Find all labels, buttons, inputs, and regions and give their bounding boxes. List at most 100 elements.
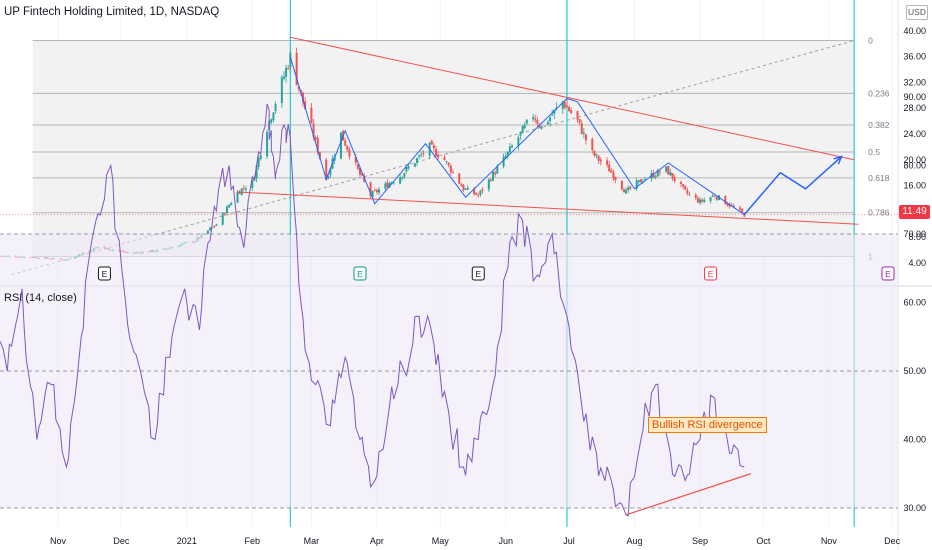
last-price-tag: 11.49 — [899, 205, 930, 219]
earnings-marker-box[interactable] — [881, 266, 895, 281]
candle-body — [637, 180, 640, 183]
candle-body — [667, 166, 670, 175]
wave-path[interactable] — [289, 56, 745, 216]
candle-body — [682, 184, 685, 187]
price-tick-label: 32.00 — [903, 77, 926, 87]
candle-body — [504, 156, 507, 159]
candle-body — [297, 86, 300, 89]
candle-body — [458, 173, 461, 184]
candle-body — [523, 124, 526, 129]
divergence-annotation[interactable]: Bullish RSI divergence — [648, 417, 767, 433]
candle-body — [251, 180, 254, 188]
candle-body — [312, 123, 315, 137]
x-tick-label: Nov — [821, 536, 838, 546]
candle-body — [430, 140, 433, 145]
currency-button[interactable]: USD — [906, 5, 928, 20]
divergence-line[interactable] — [625, 473, 751, 516]
candle-body — [384, 183, 387, 189]
candle-body — [688, 194, 691, 195]
rsi-series — [0, 103, 898, 517]
candle-body — [371, 191, 374, 198]
earnings-marker-box[interactable] — [353, 266, 367, 281]
earnings-marker-box[interactable] — [97, 266, 111, 281]
candle-body — [608, 164, 611, 172]
candle-body — [487, 179, 490, 190]
x-tick-label: Apr — [370, 536, 384, 546]
candle-body — [358, 168, 361, 175]
candle-body — [213, 226, 216, 228]
candle-body — [561, 101, 564, 109]
candle-body — [432, 145, 435, 149]
candle-body — [479, 190, 482, 195]
earnings-marker-label: E — [475, 269, 481, 279]
candle-body — [339, 132, 342, 159]
candle-body — [392, 182, 395, 184]
candle-body — [536, 120, 539, 124]
candle-body — [593, 151, 596, 156]
projection-arrowhead[interactable] — [833, 155, 843, 165]
x-tick-label: Nov — [50, 536, 67, 546]
candle-body — [289, 52, 292, 68]
rsi-panel-title[interactable]: RSI (14, close) — [4, 292, 77, 304]
candle-body — [629, 186, 632, 189]
candle-body — [361, 173, 364, 176]
x-tick-label: May — [432, 536, 450, 546]
earnings-marker[interactable]: E — [704, 266, 718, 281]
x-tick-label: Oct — [756, 536, 771, 546]
earnings-marker[interactable]: E — [97, 266, 111, 281]
candle-body — [401, 176, 404, 179]
candle-body — [272, 112, 275, 121]
fib-level-label: 0.786 — [868, 208, 890, 218]
candle-body — [494, 172, 497, 175]
candle-body — [684, 185, 687, 190]
candle-body — [230, 203, 233, 206]
candle-body — [694, 194, 697, 198]
earnings-marker[interactable]: E — [471, 266, 485, 281]
candle-body — [209, 227, 212, 231]
candle-body — [546, 122, 549, 125]
candle-body — [606, 160, 609, 165]
candle-body — [686, 190, 689, 194]
candle-body — [447, 162, 450, 165]
candle-body — [221, 212, 224, 225]
projection-path[interactable] — [743, 156, 843, 216]
candle-body — [599, 159, 602, 162]
candle-body — [597, 155, 600, 161]
candle-body — [525, 119, 528, 124]
candle-body — [354, 157, 357, 163]
trendline[interactable] — [290, 36, 855, 161]
candle-body — [713, 196, 716, 198]
earnings-marker-box[interactable] — [704, 266, 718, 281]
candle-body — [460, 184, 463, 187]
candle-body — [316, 137, 319, 153]
price-tick-label: 28.00 — [903, 103, 926, 113]
candle-body — [496, 166, 499, 174]
candle-body — [506, 151, 509, 156]
price-tick-label: 24.00 — [903, 129, 926, 139]
price-tick-label: 4.00 — [908, 258, 926, 268]
earnings-marker-box[interactable] — [471, 266, 485, 281]
candle-body — [344, 140, 347, 146]
trendline[interactable] — [237, 191, 859, 225]
candle-body — [610, 170, 613, 173]
rsi-tick-label: 40.00 — [903, 435, 926, 445]
x-tick-label: Feb — [245, 536, 261, 546]
earnings-marker[interactable]: E — [353, 266, 367, 281]
candle-body — [287, 67, 290, 69]
candle-body — [304, 101, 307, 110]
candle-body — [709, 197, 712, 202]
candle-body — [259, 155, 262, 160]
x-tick-label: Mar — [304, 536, 320, 546]
candle-body — [540, 126, 543, 129]
chart-title: UP Fintech Holding Limited, 1D, NASDAQ — [4, 6, 220, 18]
x-tick-label: Jun — [498, 536, 513, 546]
candle-body — [732, 205, 735, 207]
drawing-tools[interactable] — [237, 36, 859, 225]
candle-body — [644, 179, 647, 181]
earnings-marker[interactable]: E — [881, 266, 895, 281]
candle-body — [420, 154, 423, 156]
fib-level-label: 0.5 — [868, 147, 880, 157]
